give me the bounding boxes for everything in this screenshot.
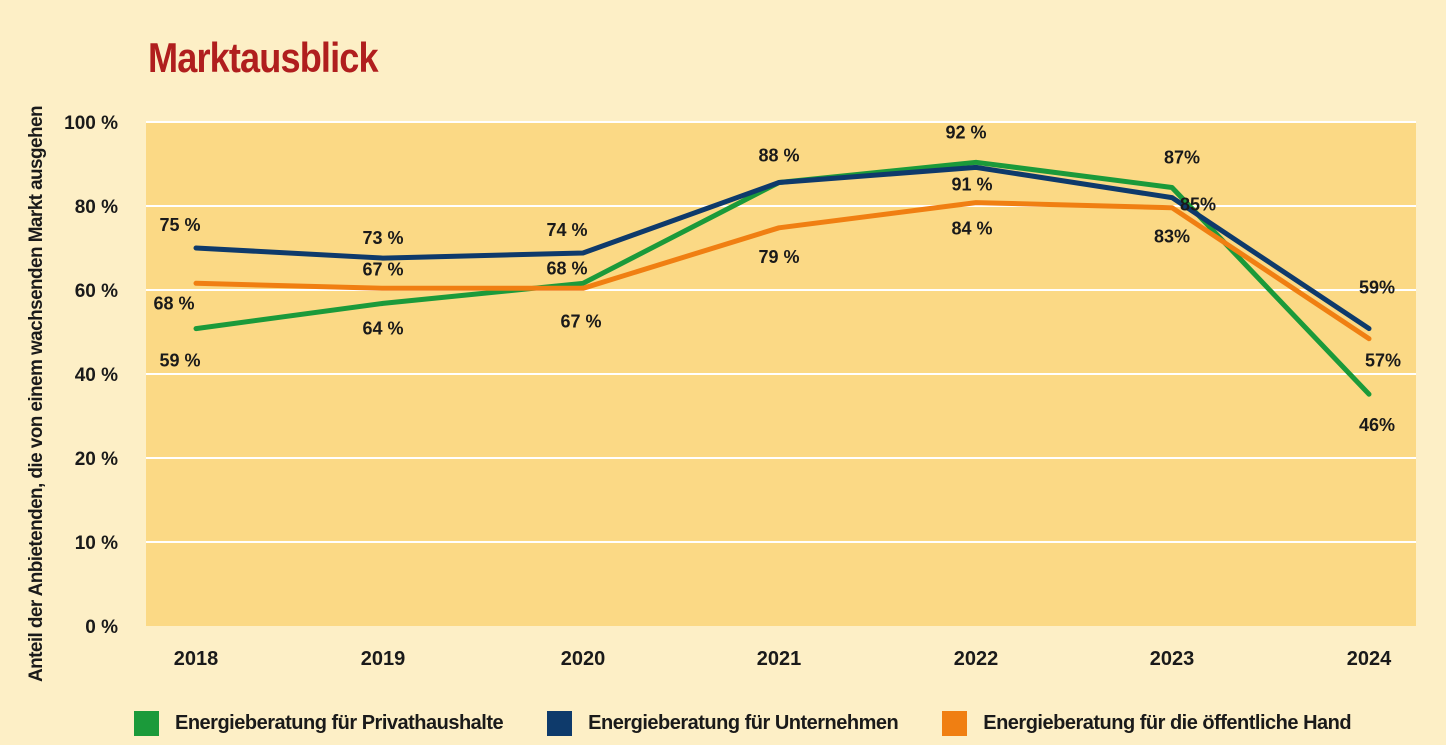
line-chart: 0 % 10 % 20 % 40 % 60 % 80 % 100 % 2018 2019 202…: [64, 113, 1416, 670]
series-line: [193, 164, 1372, 332]
data-label: 85%: [1180, 195, 1216, 215]
data-label: 73 %: [362, 228, 403, 248]
data-label: 92 %: [945, 122, 986, 142]
data-label: 88 %: [758, 145, 799, 165]
legend-swatch-navy: [547, 710, 573, 736]
y-tick-label: 10 %: [75, 533, 118, 554]
data-label: 68 %: [546, 258, 587, 278]
data-label: 75 %: [159, 215, 200, 235]
grid-lines: [146, 121, 1416, 543]
series-lines: [193, 159, 1372, 397]
y-tick-label: 60 %: [75, 281, 118, 302]
legend-label: Energieberatung für Privathaushalte: [175, 711, 504, 734]
y-tick-label: 80 %: [75, 197, 118, 218]
data-label: 68 %: [153, 293, 194, 313]
x-tick-label: 2020: [561, 648, 606, 670]
x-tick-label: 2021: [757, 648, 802, 670]
legend-item-privathaushalte: Energieberatung für Privathaushalte: [134, 710, 504, 736]
data-label: 64 %: [362, 318, 403, 338]
data-labels: 59 % 64 % 68 % 88 % 92 % 87% 46% 75 % 73 % 74 % 91…: [153, 122, 1401, 435]
legend: Energieberatung für Privathaushalte Ener…: [134, 708, 1395, 738]
data-label: 79 %: [758, 247, 799, 267]
legend-swatch-green: [134, 710, 159, 736]
series-line: [193, 200, 1372, 342]
legend-label: Energieberatung für die öffentliche Hand: [983, 711, 1352, 734]
legend-item-oeffentliche-hand: Energieberatung für die öffentliche Hand: [942, 710, 1352, 736]
legend-item-unternehmen: Energieberatung für Unternehmen: [547, 710, 899, 736]
y-tick-labels: 0 % 10 % 20 % 40 % 60 % 80 % 100 %: [64, 113, 118, 638]
data-label: 67 %: [560, 311, 601, 331]
chart-title: Marktausblick: [148, 34, 379, 81]
x-tick-label: 2018: [174, 648, 219, 670]
data-label: 57%: [1365, 351, 1401, 371]
y-tick-label: 0 %: [85, 617, 118, 638]
data-label: 59 %: [159, 351, 200, 371]
data-label: 46%: [1359, 415, 1395, 435]
data-label: 84 %: [951, 219, 992, 239]
y-tick-label: 20 %: [75, 449, 118, 470]
data-label: 74 %: [546, 220, 587, 240]
data-label: 91 %: [951, 174, 992, 194]
y-tick-label: 100 %: [64, 113, 118, 134]
data-label: 67 %: [362, 259, 403, 279]
x-tick-label: 2024: [1347, 648, 1392, 670]
y-tick-label: 40 %: [75, 365, 118, 386]
legend-label: Energieberatung für Unternehmen: [588, 711, 899, 734]
data-label: 87%: [1164, 148, 1200, 168]
x-tick-labels: 2018 2019 2020 2021 2022 2023 2024: [174, 648, 1392, 670]
data-label: 59%: [1359, 278, 1395, 298]
legend-swatch-orange: [942, 710, 968, 736]
x-tick-label: 2019: [361, 648, 406, 670]
x-tick-label: 2023: [1150, 648, 1195, 670]
data-label: 83%: [1154, 227, 1190, 247]
x-tick-label: 2022: [954, 648, 999, 670]
